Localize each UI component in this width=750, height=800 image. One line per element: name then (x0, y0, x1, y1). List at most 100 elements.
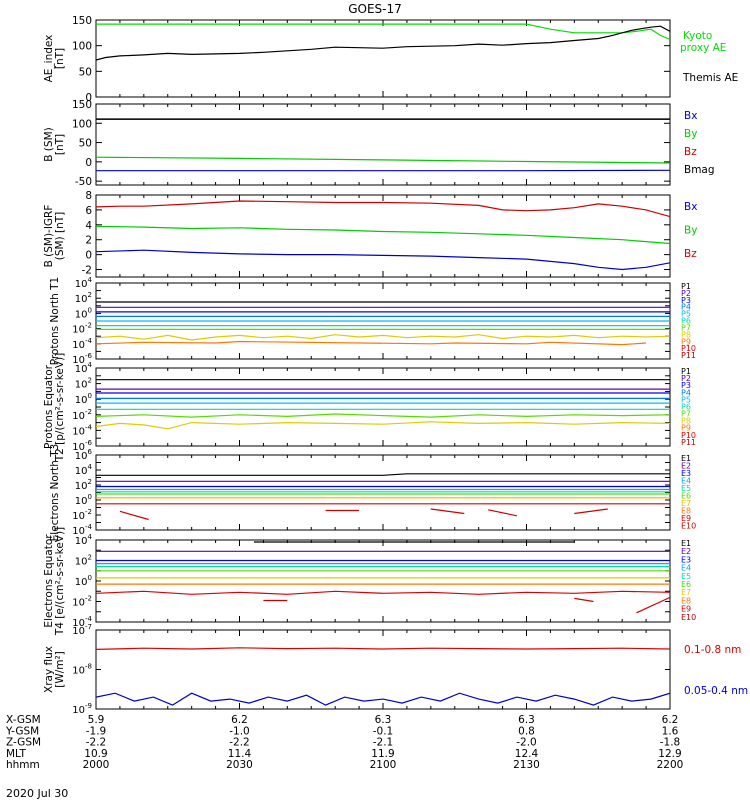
y-tick-label: 10-4 (72, 523, 92, 537)
panel-3: -2 0 2 4 6 8 B (SM)-IGRF (SM) [nT] Bx By Bz (43, 190, 697, 278)
series-line-bz (96, 200, 670, 218)
series-group (96, 301, 670, 346)
y-tick-label: 100 (75, 493, 92, 507)
legend-entry-p1: P1 (681, 367, 691, 376)
x-axis-value: -2.0 (516, 737, 537, 749)
legend-entry-p6: P6 (681, 317, 691, 326)
y-tick-label: 8 (85, 190, 92, 202)
panel-frame (95, 19, 671, 98)
panel-7: 10-4 10-2 100 102 104 Electrons Equator T4 [e/… (43, 527, 696, 636)
y-tick-label: 10-8 (72, 663, 92, 677)
series-line-kyoto-proxy-ae (96, 23, 670, 41)
y-axis-label: B (SM) (43, 127, 55, 161)
x-axis-value: -1.9 (86, 725, 107, 737)
figure-title: GOES-17 (348, 2, 402, 16)
series-line-e9 (96, 590, 670, 595)
legend-entry-e9: E9 (681, 605, 691, 614)
legend-entry: 0.05-0.4 nm (684, 685, 748, 697)
legend-entry-bx: Bx (684, 110, 697, 122)
legend-entry-p2: P2 (681, 289, 691, 298)
y-axis-label: B (SM)-IGRF (43, 205, 55, 268)
y-tick-label: 10-6 (72, 352, 92, 366)
x-axis-value: 6.3 (375, 714, 392, 726)
panel-frame (95, 629, 671, 710)
legend-entry-p2: P2 (681, 374, 691, 383)
y-tick-label: 10-7 (72, 623, 92, 637)
y-tick-label: 150 (72, 99, 92, 111)
y-axis-label: T4 [e/(cm²-s-sr-keV)] (54, 527, 66, 636)
x-axis-value: 2200 (657, 759, 684, 771)
y-axis-label: Electrons North T3 (49, 444, 61, 542)
x-axis-value: 2100 (370, 759, 397, 771)
series-line-bx (96, 249, 670, 271)
y-axis-label: [W/m²] (54, 651, 66, 688)
y-axis-label: Protons North T1 (49, 277, 61, 365)
x-axis-row-label: MLT (6, 748, 26, 760)
y-axis-label: T2 [p/(cm²-s-sr-keV)] (54, 353, 66, 463)
y-tick-label: 10-4 (72, 423, 92, 437)
y-tick-label: 100 (72, 41, 92, 53)
y-tick-label: 6 (85, 205, 92, 217)
legend-entry: Themis AE (682, 72, 738, 84)
x-axis-value: 10.9 (84, 748, 107, 760)
legend-entry-p3: P3 (681, 381, 691, 390)
legend-entry-by: By (684, 128, 697, 140)
series-group (96, 379, 670, 430)
legend-entry-p4: P4 (681, 303, 691, 312)
y-tick-label: 10-2 (72, 508, 92, 522)
legend-entry-by: By (684, 224, 697, 236)
panel-8: 10-9 10-8 10-7 Xray flux [W/m²] 0.1-0.8 nm 0.0… (43, 623, 748, 716)
series-line-e9 (488, 509, 518, 517)
y-axis-label: [nT] (54, 134, 66, 155)
y-tick-label: 104 (75, 276, 93, 290)
panel-frame (95, 103, 671, 186)
series-line-p8 (96, 334, 670, 341)
legend-entry-e7: E7 (681, 588, 691, 597)
x-axis-value: -1.8 (660, 737, 681, 749)
legend-entry-p1: P1 (681, 282, 691, 291)
x-axis-row-label: Z-GSM (6, 737, 41, 749)
legend-entry-p7: P7 (681, 323, 691, 332)
x-axis-value: 0.8 (518, 725, 535, 737)
y-tick-label: -2 (82, 265, 92, 277)
legend-entry-e10: E10 (681, 613, 696, 622)
legend-entry-p8: P8 (681, 417, 691, 426)
legend-entry-e6: E6 (681, 580, 691, 589)
y-tick-label: -50 (75, 176, 92, 188)
legend-entry-p7: P7 (681, 410, 691, 419)
legend-entry-e1: E1 (681, 454, 691, 463)
y-tick-label: 0 (85, 157, 92, 169)
y-tick-label: 50 (79, 138, 92, 150)
legend-entry-p6: P6 (681, 402, 691, 411)
legend-entry-e8: E8 (681, 596, 691, 605)
x-axis-table: X-GSM 5.9 6.2 6.3 6.3 6.2 Y-GSM -1.9 -1.0 -0.1 0.8… (5, 714, 683, 771)
series-line-e9 (119, 510, 149, 521)
series-group (96, 647, 670, 706)
y-tick-label: 104 (75, 463, 93, 477)
panel-2: -50 0 50 100 150 B (SM) [nT] Bx By Bz Bmag (43, 99, 715, 188)
legend-entry-e1: E1 (681, 539, 691, 548)
y-tick-label: 100 (75, 574, 92, 588)
legend-entry-p5: P5 (681, 395, 691, 404)
x-axis-value: -1.0 (229, 725, 250, 737)
legend-entry-p11: P11 (681, 438, 696, 447)
series-line-e9 (574, 508, 608, 515)
legend-entry-e7: E7 (681, 499, 691, 508)
legend-entry-p4: P4 (681, 388, 691, 397)
legend-entry-p11: P11 (681, 351, 696, 360)
series-line-0-1-0-8-nm (96, 647, 670, 650)
x-axis-value: 5.9 (88, 714, 105, 726)
y-tick-label: 10-9 (72, 702, 92, 716)
y-tick-label: 104 (75, 361, 93, 375)
y-tick-label: 102 (75, 478, 92, 492)
y-tick-label: 0 (85, 92, 92, 104)
legend-entry-e8: E8 (681, 507, 691, 516)
y-axis-label: (SM) [nT] (54, 212, 66, 261)
y-tick-label: 10-6 (72, 439, 92, 453)
y-tick-label: 150 (72, 15, 92, 27)
